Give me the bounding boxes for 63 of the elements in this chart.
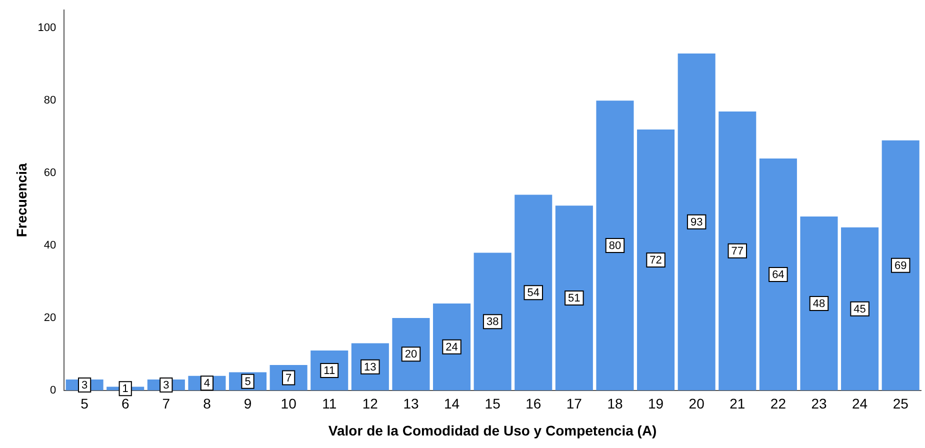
y-tick-label: 20 — [44, 312, 56, 324]
data-label: 4 — [204, 378, 210, 390]
x-tick-label: 25 — [892, 396, 909, 412]
x-tick-label: 10 — [280, 396, 297, 412]
bar — [596, 100, 634, 390]
y-tick-label: 100 — [38, 22, 56, 34]
x-tick-label: 7 — [162, 396, 170, 412]
bar — [392, 318, 430, 390]
x-tick-label: 13 — [403, 396, 419, 412]
data-label: 80 — [608, 240, 622, 252]
bar — [555, 206, 593, 390]
data-label: 77 — [731, 245, 744, 258]
x-tick-label: 15 — [484, 396, 501, 412]
data-label: 3 — [81, 379, 88, 392]
x-tick-label: 24 — [852, 396, 868, 412]
data-label: 20 — [404, 348, 418, 361]
data-label: 7 — [286, 372, 292, 384]
y-tick-label: 60 — [44, 167, 56, 180]
x-tick-label: 9 — [244, 396, 252, 412]
bar — [718, 111, 756, 390]
x-tick-label: 17 — [566, 396, 582, 412]
y-axis-title: Frecuencia — [13, 163, 30, 238]
x-tick-label: 22 — [770, 396, 786, 412]
data-label: 24 — [446, 341, 458, 354]
x-tick-label: 18 — [607, 396, 623, 412]
data-label: 1 — [122, 383, 128, 396]
data-label: 64 — [772, 269, 784, 281]
bar — [882, 140, 920, 390]
bar — [637, 130, 675, 390]
data-label: 54 — [527, 287, 540, 300]
data-label: 69 — [894, 260, 907, 272]
data-label: 11 — [324, 365, 336, 378]
data-label: 13 — [364, 361, 376, 374]
y-tick-label: 0 — [50, 384, 56, 396]
data-label: 38 — [486, 316, 499, 328]
y-tick-label: 40 — [44, 240, 56, 252]
x-axis-title: Valor de la Comodidad de Uso y Competencia (A) — [328, 422, 657, 438]
data-label: 93 — [690, 216, 703, 228]
bar — [759, 158, 797, 390]
bar — [800, 216, 838, 390]
data-label: 3 — [163, 379, 170, 392]
bar — [678, 53, 716, 390]
x-tick-label: 8 — [203, 396, 212, 412]
data-label: 51 — [568, 292, 580, 305]
bar — [514, 194, 552, 390]
data-label: 45 — [854, 303, 866, 316]
x-tick-label: 21 — [730, 396, 746, 412]
x-tick-label: 16 — [526, 396, 542, 412]
bar — [841, 227, 879, 390]
x-tick-label: 23 — [811, 396, 827, 412]
x-tick-label: 14 — [444, 396, 460, 412]
x-tick-label: 11 — [322, 396, 337, 412]
x-tick-label: 5 — [80, 396, 89, 412]
y-tick-label: 80 — [44, 94, 56, 107]
data-label: 5 — [244, 376, 251, 388]
x-tick-label: 12 — [362, 396, 378, 412]
data-label: 48 — [812, 298, 826, 310]
x-tick-label: 20 — [688, 396, 705, 412]
x-tick-label: 6 — [121, 396, 130, 412]
bar — [474, 252, 512, 390]
data-label: 72 — [650, 254, 662, 267]
x-tick-label: 19 — [648, 396, 664, 412]
bar — [433, 303, 471, 390]
